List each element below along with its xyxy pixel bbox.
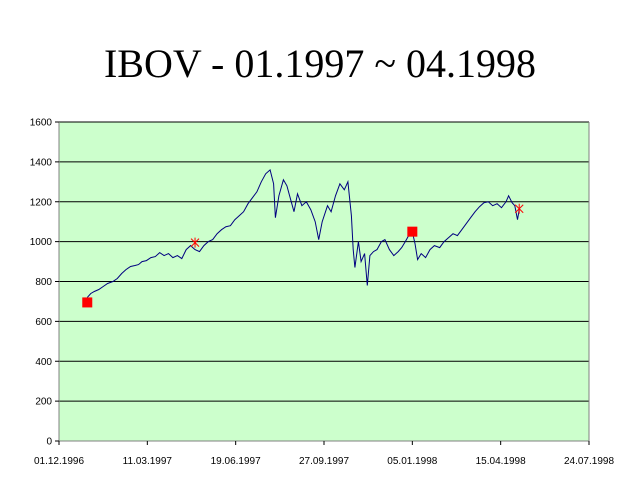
x-tick-label: 05.01.1998 (387, 456, 437, 467)
x-tick-label: 11.03.1997 (123, 456, 173, 467)
y-tick-label: 0 (46, 437, 52, 448)
x-tick-label: 24.07.1998 (564, 456, 614, 467)
y-tick-label: 200 (35, 397, 52, 408)
y-tick-label: 1400 (30, 157, 53, 168)
square-marker (407, 226, 418, 237)
y-tick-label: 800 (35, 277, 52, 288)
y-axis-ticks: 0 200 400 600 800 1000 1200 1400 1600 (30, 118, 59, 448)
chart-title: IBOV - 01.1997 ~ 04.1998 (103, 41, 536, 86)
y-tick-label: 1600 (30, 118, 53, 129)
x-axis-ticks: 01.12.1996 11.03.1997 19.06.1997 27.09.1997… (34, 441, 614, 467)
y-tick-label: 1000 (30, 237, 53, 248)
y-tick-label: 600 (35, 317, 52, 328)
star-marker (190, 237, 200, 248)
x-tick-label: 15.04.1998 (476, 456, 526, 467)
y-tick-label: 400 (35, 357, 52, 368)
star-marker (514, 203, 524, 214)
gridlines (59, 121, 589, 402)
ibov-series-line (86, 168, 520, 298)
y-tick-label: 1200 (30, 197, 53, 208)
x-tick-label: 27.09.1997 (299, 456, 349, 467)
x-tick-label: 19.06.1997 (211, 456, 261, 467)
x-tick-label: 01.12.1996 (34, 456, 84, 467)
square-marker (82, 297, 93, 308)
markers (82, 203, 524, 308)
